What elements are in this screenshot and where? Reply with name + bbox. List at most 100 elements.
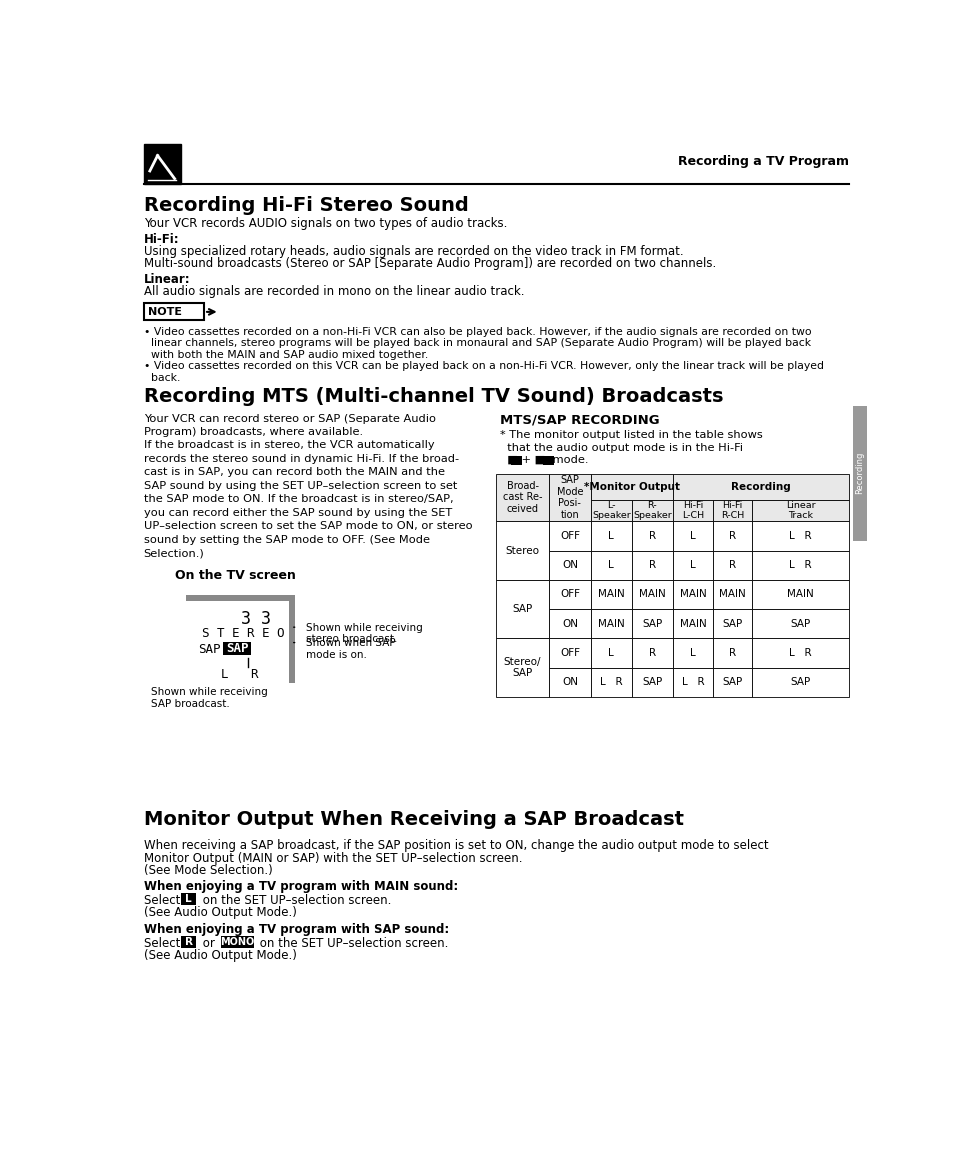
Text: Monitor Output (MAIN or SAP) with the SET UP–selection screen.: Monitor Output (MAIN or SAP) with the SE… xyxy=(143,851,522,864)
Bar xyxy=(714,639,752,668)
Bar xyxy=(673,579,714,609)
Bar xyxy=(549,579,590,609)
Bar xyxy=(181,894,196,905)
Text: SAP broadcast.: SAP broadcast. xyxy=(151,698,230,709)
Text: L: L xyxy=(690,531,696,541)
Text: • Video cassettes recorded on a non-Hi-Fi VCR can also be played back. However, : • Video cassettes recorded on a non-Hi-F… xyxy=(143,327,811,336)
Text: ■ + ■  mode.: ■ + ■ mode. xyxy=(500,456,588,465)
Text: Hi-Fi
R-CH: Hi-Fi R-CH xyxy=(721,501,744,520)
Text: MAIN: MAIN xyxy=(787,590,814,599)
Bar xyxy=(714,668,752,697)
Bar xyxy=(673,609,714,639)
Text: SAP: SAP xyxy=(722,619,742,628)
Text: SAP sound by using the SET UP–selection screen to set: SAP sound by using the SET UP–selection … xyxy=(143,481,457,491)
Text: SAP: SAP xyxy=(197,642,221,655)
Text: Your VCR records AUDIO signals on two types of audio tracks.: Your VCR records AUDIO signals on two ty… xyxy=(143,217,507,230)
Bar xyxy=(752,668,848,697)
Text: Select: Select xyxy=(143,894,184,908)
Text: Program) broadcasts, where available.: Program) broadcasts, where available. xyxy=(143,427,363,437)
Bar xyxy=(549,609,590,639)
Text: stereo broadcast.: stereo broadcast. xyxy=(306,634,398,644)
Text: Shown while receiving: Shown while receiving xyxy=(306,623,423,633)
Bar xyxy=(186,595,295,602)
Text: with both the MAIN and SAP audio mixed together.: with both the MAIN and SAP audio mixed t… xyxy=(143,349,428,360)
Text: NOTE: NOTE xyxy=(147,307,181,317)
Text: Recording MTS (Multi-channel TV Sound) Broadcasts: Recording MTS (Multi-channel TV Sound) B… xyxy=(143,387,723,405)
Bar xyxy=(632,550,673,579)
Bar xyxy=(549,521,590,550)
Text: MTS/SAP RECORDING: MTS/SAP RECORDING xyxy=(500,413,660,426)
Text: MAIN: MAIN xyxy=(639,590,665,599)
Text: records the stereo sound in dynamic Hi-Fi. If the broad-: records the stereo sound in dynamic Hi-F… xyxy=(143,454,458,464)
Text: SAP: SAP xyxy=(642,677,663,687)
Text: R: R xyxy=(649,648,656,658)
Bar xyxy=(549,473,590,521)
Text: Shown when SAP: Shown when SAP xyxy=(306,638,396,648)
Text: Stereo: Stereo xyxy=(506,545,539,556)
Text: MAIN: MAIN xyxy=(598,590,625,599)
Bar xyxy=(181,937,196,948)
Text: sound by setting the SAP mode to OFF. (See Mode: sound by setting the SAP mode to OFF. (S… xyxy=(143,535,429,544)
Bar xyxy=(590,500,632,521)
Bar xyxy=(511,456,522,465)
Text: * The monitor output listed in the table shows: * The monitor output listed in the table… xyxy=(500,431,763,440)
Text: All audio signals are recorded in mono on the linear audio track.: All audio signals are recorded in mono o… xyxy=(143,285,524,298)
Text: 3 3: 3 3 xyxy=(241,610,271,628)
Bar xyxy=(632,609,673,639)
Bar xyxy=(223,641,251,655)
Text: MONO: MONO xyxy=(221,937,254,947)
Text: Your VCR can record stereo or SAP (Separate Audio: Your VCR can record stereo or SAP (Separ… xyxy=(143,413,435,424)
Bar xyxy=(496,639,549,697)
Bar xyxy=(632,500,673,521)
Text: linear channels, stereo programs will be played back in monaural and SAP (Separa: linear channels, stereo programs will be… xyxy=(143,338,811,348)
Text: Recording: Recording xyxy=(731,481,791,492)
Text: L   R: L R xyxy=(600,677,623,687)
Text: Recording Hi-Fi Stereo Sound: Recording Hi-Fi Stereo Sound xyxy=(143,195,468,215)
Bar xyxy=(714,521,752,550)
Text: cast is in SAP, you can record both the MAIN and the: cast is in SAP, you can record both the … xyxy=(143,467,445,478)
Bar xyxy=(590,521,632,550)
Text: SAP: SAP xyxy=(512,604,533,614)
Text: you can record either the SAP sound by using the SET: you can record either the SAP sound by u… xyxy=(143,508,452,517)
Bar xyxy=(143,304,204,320)
Bar xyxy=(289,595,295,683)
Text: Hi-Fi
L-CH: Hi-Fi L-CH xyxy=(682,501,704,520)
Bar xyxy=(752,609,848,639)
Bar xyxy=(549,668,590,697)
Text: L   R: L R xyxy=(789,561,812,570)
Text: MAIN: MAIN xyxy=(719,590,746,599)
Bar xyxy=(673,639,714,668)
Text: Linear:: Linear: xyxy=(143,272,191,286)
Bar xyxy=(590,639,632,668)
Text: *Monitor Output: *Monitor Output xyxy=(584,481,680,492)
Text: L: L xyxy=(609,561,614,570)
Text: SAP: SAP xyxy=(722,677,742,687)
Text: (See ​Audio Output Mode.): (See ​Audio Output Mode.) xyxy=(143,906,297,919)
Bar xyxy=(714,500,752,521)
Bar xyxy=(632,668,673,697)
Bar xyxy=(632,639,673,668)
Text: SAP: SAP xyxy=(791,677,811,687)
Bar xyxy=(673,550,714,579)
Bar xyxy=(673,668,714,697)
Text: When enjoying a TV program with SAP sound:: When enjoying a TV program with SAP soun… xyxy=(143,923,449,937)
Text: Select: Select xyxy=(143,937,184,950)
Text: (See Mode Selection.): (See Mode Selection.) xyxy=(143,864,273,877)
Text: L: L xyxy=(690,648,696,658)
Text: L   R: L R xyxy=(789,648,812,658)
Bar xyxy=(632,521,673,550)
Text: Selection.): Selection.) xyxy=(143,548,204,558)
Bar xyxy=(590,550,632,579)
Text: L: L xyxy=(690,561,696,570)
Text: L   R: L R xyxy=(682,677,704,687)
Text: mode is on.: mode is on. xyxy=(306,649,367,660)
Text: R: R xyxy=(185,937,193,947)
Bar xyxy=(714,609,752,639)
Bar xyxy=(714,550,752,579)
Bar xyxy=(496,579,549,639)
Text: R: R xyxy=(729,648,736,658)
Text: Recording: Recording xyxy=(855,452,864,494)
Text: MAIN: MAIN xyxy=(680,590,707,599)
Text: Hi-Fi:: Hi-Fi: xyxy=(143,232,179,245)
Text: MAIN: MAIN xyxy=(598,619,625,628)
